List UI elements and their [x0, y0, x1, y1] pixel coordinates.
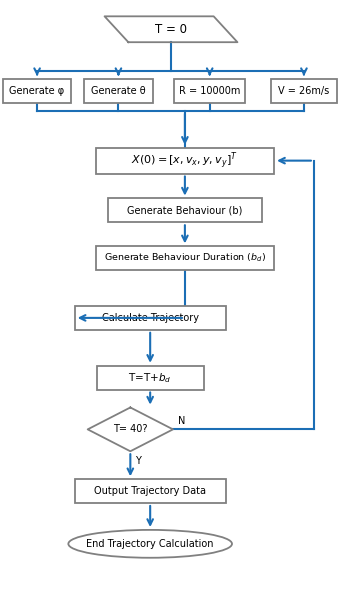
FancyBboxPatch shape — [108, 199, 262, 222]
Polygon shape — [88, 407, 173, 452]
Polygon shape — [105, 17, 237, 42]
Ellipse shape — [68, 530, 232, 558]
Text: V = 26m/s: V = 26m/s — [278, 86, 330, 96]
Text: N: N — [178, 417, 185, 426]
FancyBboxPatch shape — [97, 366, 204, 389]
Text: R = 10000m: R = 10000m — [179, 86, 240, 96]
Text: Generate Behaviour (b): Generate Behaviour (b) — [127, 206, 243, 215]
FancyBboxPatch shape — [271, 79, 336, 103]
Text: Generate θ: Generate θ — [91, 86, 146, 96]
FancyBboxPatch shape — [174, 79, 245, 103]
Text: T=T+$b_d$: T=T+$b_d$ — [129, 371, 172, 385]
FancyBboxPatch shape — [96, 246, 274, 270]
Text: Calculate Trajectory: Calculate Trajectory — [102, 313, 199, 323]
FancyBboxPatch shape — [3, 79, 71, 103]
Text: End Trajectory Calculation: End Trajectory Calculation — [86, 539, 214, 549]
Text: Generate Behaviour Duration ($b_d$): Generate Behaviour Duration ($b_d$) — [104, 252, 266, 264]
Text: Y: Y — [135, 456, 141, 466]
FancyBboxPatch shape — [75, 306, 226, 330]
Text: $X(0) = [x, v_x, y, v_y]^T$: $X(0) = [x, v_x, y, v_y]^T$ — [131, 150, 238, 171]
Text: T = 0: T = 0 — [155, 23, 187, 36]
Text: T= 40?: T= 40? — [113, 424, 147, 434]
Text: Generate φ: Generate φ — [10, 86, 65, 96]
FancyBboxPatch shape — [96, 148, 274, 174]
FancyBboxPatch shape — [75, 479, 226, 503]
FancyBboxPatch shape — [84, 79, 153, 103]
Text: Output Trajectory Data: Output Trajectory Data — [94, 486, 206, 496]
